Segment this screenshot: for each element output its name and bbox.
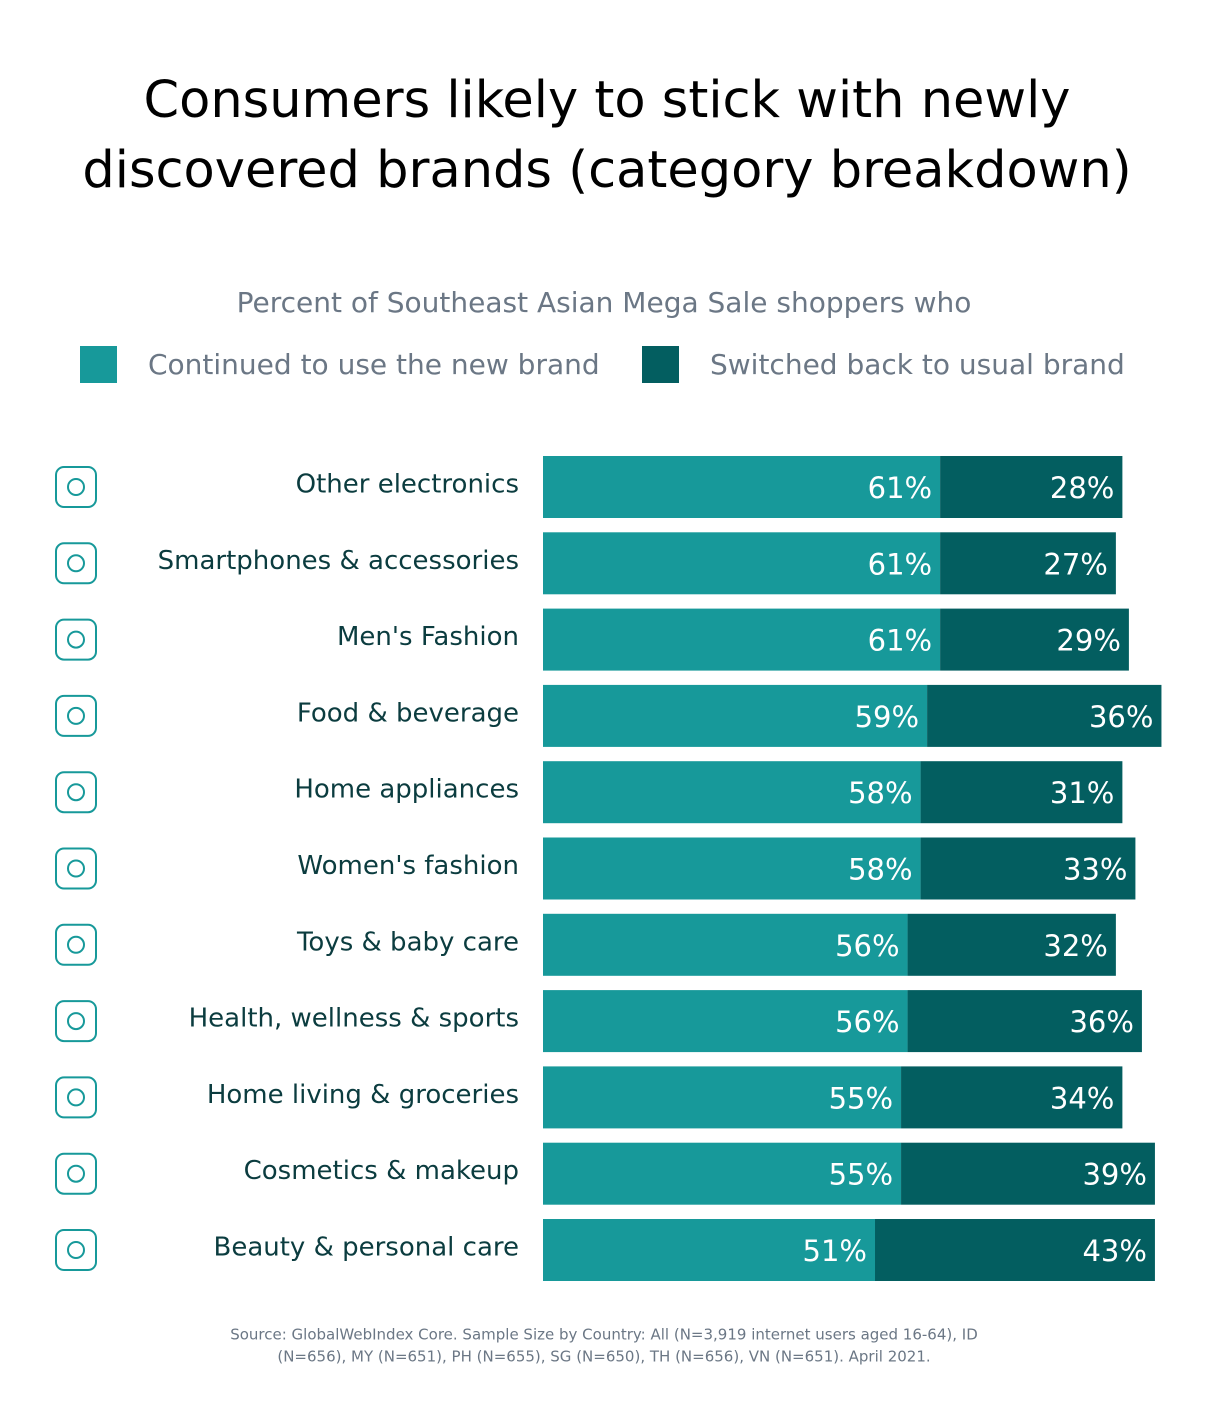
- value-label: 55%: [829, 1158, 893, 1192]
- value-label: 56%: [835, 1005, 899, 1039]
- category-label: Home appliances: [294, 775, 519, 805]
- category-label: Women's fashion: [297, 851, 519, 881]
- value-label: 58%: [848, 853, 912, 887]
- bar-segment: [920, 761, 1123, 824]
- category-icon: [55, 542, 97, 585]
- source-note: (N=656), MY (N=651), PH (N=655), SG (N=6…: [277, 1348, 930, 1366]
- bar-segment: [901, 1066, 1123, 1129]
- category-label: Beauty & personal care: [213, 1233, 519, 1263]
- bar-segment: [940, 532, 1116, 595]
- category-icon-dot: [67, 1088, 85, 1107]
- bar-segment: [543, 990, 908, 1053]
- category-label: Home living & groceries: [207, 1080, 519, 1110]
- category-icon-dot: [67, 706, 85, 725]
- category-icon: [55, 1000, 97, 1043]
- bar-segment: [940, 608, 1129, 671]
- category-icon: [55, 847, 97, 890]
- bar-segment: [543, 837, 921, 900]
- bar-segment: [543, 684, 928, 747]
- value-label: 36%: [1069, 1005, 1133, 1039]
- bar-segment: [907, 990, 1142, 1053]
- category-label: Smartphones & accessories: [158, 546, 519, 576]
- bar-segment: [543, 532, 941, 595]
- category-icon-dot: [67, 1164, 85, 1183]
- bar-segment: [543, 761, 921, 824]
- legend-label: Switched back to usual brand: [710, 348, 1125, 381]
- value-label: 51%: [803, 1234, 867, 1268]
- category-label: Toys & baby care: [296, 927, 519, 957]
- category-icon: [55, 466, 97, 508]
- title-box: Consumers likely to stick with newly dis…: [0, 66, 1214, 206]
- value-label: 33%: [1063, 853, 1127, 887]
- category-icon: [55, 1152, 97, 1195]
- bar-segment: [901, 1142, 1155, 1205]
- bar-segment: [543, 1066, 902, 1129]
- value-label: 58%: [848, 776, 912, 810]
- category-icon-dot: [67, 935, 85, 954]
- category-icon-dot: [67, 478, 85, 496]
- bar-segment: [543, 1142, 902, 1205]
- bar-segment: [543, 608, 941, 671]
- value-label: 29%: [1056, 624, 1120, 658]
- category-icon: [55, 1076, 97, 1119]
- category-icon-dot: [67, 554, 85, 573]
- value-label: 34%: [1050, 1081, 1114, 1115]
- category-icon: [55, 923, 97, 966]
- bar-segment: [920, 837, 1136, 900]
- category-icon: [55, 618, 97, 661]
- value-label: 39%: [1082, 1158, 1146, 1192]
- category-icon: [55, 694, 97, 737]
- category-label: Food & beverage: [297, 698, 519, 728]
- value-label: 28%: [1050, 471, 1114, 505]
- bar-segment: [927, 684, 1162, 747]
- category-icon-dot: [67, 630, 85, 649]
- value-label: 61%: [868, 471, 932, 505]
- value-label: 31%: [1050, 776, 1114, 810]
- value-label: 56%: [835, 929, 899, 963]
- legend-label: Continued to use the new brand: [148, 348, 600, 381]
- value-label: 32%: [1043, 929, 1107, 963]
- category-icon-dot: [67, 859, 85, 878]
- value-label: 27%: [1043, 547, 1107, 581]
- bar-segment: [543, 1219, 876, 1281]
- value-label: 61%: [868, 547, 932, 581]
- category-label: Cosmetics & makeup: [244, 1156, 519, 1186]
- category-label: Other electronics: [296, 470, 519, 500]
- legend-swatch: [80, 346, 117, 383]
- category-icon-dot: [67, 783, 85, 802]
- legend-swatch: [642, 346, 679, 383]
- category-icon: [55, 771, 97, 814]
- value-label: 61%: [868, 624, 932, 658]
- category-label: Men's Fashion: [337, 622, 519, 652]
- category-icon: [55, 1229, 97, 1271]
- chart-title: Consumers likely to stick with newly dis…: [82, 71, 1132, 200]
- value-label: 43%: [1082, 1234, 1146, 1268]
- value-label: 59%: [855, 700, 919, 734]
- value-label: 55%: [829, 1081, 893, 1115]
- bar-segment: [940, 456, 1123, 518]
- subtitle: Percent of Southeast Asian Mega Sale sho…: [237, 286, 972, 319]
- category-icon-dot: [67, 1012, 85, 1031]
- source-note: Source: GlobalWebIndex Core. Sample Size…: [230, 1326, 978, 1344]
- bar-segment: [543, 456, 941, 518]
- bar-segment: [543, 913, 908, 976]
- value-label: 36%: [1089, 700, 1153, 734]
- bar-segment: [907, 913, 1116, 976]
- category-label: Health, wellness & sports: [189, 1004, 519, 1034]
- bar-segment: [875, 1219, 1155, 1281]
- category-icon-dot: [67, 1241, 85, 1259]
